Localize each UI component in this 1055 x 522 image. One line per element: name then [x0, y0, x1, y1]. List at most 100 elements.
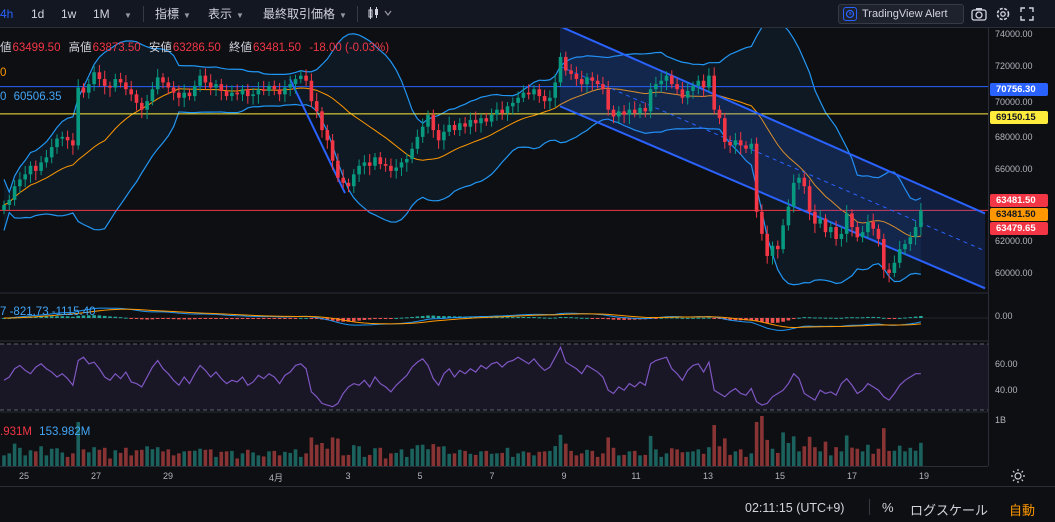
macd-histogram-bar	[346, 318, 351, 322]
candle-body	[855, 227, 860, 238]
macd-histogram-bar	[590, 318, 595, 319]
candle-body	[177, 92, 181, 98]
candle-body	[553, 82, 557, 98]
candle-body	[765, 233, 769, 256]
volume-bar	[389, 453, 393, 466]
candle-body	[240, 89, 245, 95]
sun-settings-icon[interactable]	[1008, 468, 1028, 484]
camera-icon[interactable]	[970, 5, 988, 23]
volume-bar	[473, 454, 478, 466]
macd-histogram-bar	[680, 317, 685, 319]
chart-area[interactable]: 値63499.50 高値63873.50 安値63286.50 終値63481.…	[0, 28, 1055, 466]
candle-body	[330, 140, 335, 161]
volume-bar	[611, 447, 616, 466]
volume-bar	[34, 451, 38, 466]
macd-histogram-bar	[712, 318, 716, 319]
interval-1d-button[interactable]: 1d	[31, 7, 45, 21]
volume-bar	[378, 447, 383, 466]
interval-1m-button[interactable]: 1M	[93, 7, 110, 21]
display-menu[interactable]: 表示 ▼	[208, 6, 244, 22]
interval-4h-button[interactable]: 4h	[0, 7, 14, 21]
macd-histogram-bar	[765, 318, 769, 323]
price-axis[interactable]: 74000.00 72000.00 70000.00 68000.00 6600…	[988, 28, 1055, 466]
candle-body	[606, 89, 610, 110]
tradingview-alert-button[interactable]: TradingView Alert	[838, 4, 964, 24]
macd-histogram-bar	[431, 315, 436, 318]
time-axis[interactable]: 25 27 29 4月 3 5 7 9 11 13 15 17 19	[0, 466, 988, 486]
candle-body	[701, 80, 706, 88]
macd-histogram-bar	[362, 318, 367, 320]
volume-bar	[897, 445, 902, 466]
macd-histogram-bar	[373, 318, 377, 319]
macd-histogram-bar	[579, 317, 584, 319]
candle-body	[23, 174, 27, 180]
volume-bar	[786, 443, 791, 466]
auto-scale-button[interactable]: 自動	[1009, 503, 1036, 518]
volume-bar	[145, 446, 149, 466]
chart-canvas[interactable]	[0, 28, 988, 466]
macd-histogram-bar	[420, 315, 425, 318]
candle-body	[283, 87, 287, 95]
volume-bar	[399, 449, 404, 466]
macd-histogram-bar	[585, 317, 589, 319]
log-scale-button[interactable]: ログスケール	[910, 503, 989, 518]
gear-icon[interactable]	[994, 5, 1012, 23]
volume-bar	[500, 452, 504, 466]
macd-histogram-bar	[378, 318, 383, 319]
price-label-red-line: 63481.50	[990, 194, 1048, 207]
volume-bar	[394, 452, 398, 466]
price-label-blue: 70756.30	[990, 83, 1048, 96]
interval-1w-button[interactable]: 1w	[61, 7, 77, 21]
volume-bar	[18, 447, 22, 466]
macd-histogram-bar	[776, 318, 780, 323]
candle-body	[723, 118, 727, 142]
candle-body	[208, 82, 213, 88]
interval-dropdown-chevron-icon[interactable]: ▼	[124, 11, 132, 20]
candle-body	[394, 167, 398, 171]
macd-histogram-bar	[622, 318, 626, 320]
last-price-label: 最終取引価格	[263, 7, 336, 21]
candle-body	[760, 211, 764, 234]
macd-histogram-bar	[55, 316, 59, 318]
fullscreen-icon[interactable]	[1018, 5, 1036, 23]
rsi-tick: 40.00	[995, 385, 1018, 395]
indicator-legend-3: 0 60506.35	[0, 91, 62, 103]
macd-histogram-bar	[526, 317, 531, 319]
volume-bar	[829, 455, 833, 466]
macd-histogram-bar	[632, 318, 637, 320]
candle-body	[118, 79, 123, 83]
price-tick: 66000.00	[995, 164, 1033, 174]
percent-scale-button[interactable]: %	[882, 500, 894, 515]
candlestick-icon	[368, 7, 392, 19]
candle-body	[256, 89, 261, 95]
candle-body	[60, 136, 65, 139]
candle-body	[897, 249, 902, 263]
candle-body	[129, 89, 133, 95]
macd-histogram-bar	[601, 318, 605, 319]
volume-bar	[341, 455, 345, 466]
last-price-menu[interactable]: 最終取引価格 ▼	[263, 6, 347, 22]
candle-body	[654, 84, 658, 90]
candle-body	[850, 213, 854, 228]
candle-body	[18, 179, 22, 187]
candle-body	[505, 106, 510, 114]
macd-histogram-bar	[2, 318, 6, 319]
candle-body	[818, 218, 822, 224]
chart-type-menu[interactable]	[368, 6, 394, 22]
volume-bar	[458, 449, 462, 466]
candle-body	[611, 109, 616, 117]
macd-histogram-bar	[749, 318, 754, 320]
candle-body	[155, 77, 160, 90]
chevron-down-icon: ▼	[183, 11, 191, 20]
volume-bar	[251, 452, 255, 466]
macd-histogram-bar	[283, 318, 287, 319]
candle-body	[786, 206, 791, 226]
indicators-menu[interactable]: 指標 ▼	[155, 6, 191, 22]
macd-histogram-bar	[108, 316, 112, 318]
price-tick: 68000.00	[995, 132, 1033, 142]
candle-body	[187, 92, 192, 97]
candle-body	[638, 107, 642, 114]
volume-bar	[161, 451, 165, 466]
candle-body	[579, 79, 584, 85]
clock-timezone[interactable]: 02:11:15 (UTC+9)	[745, 501, 845, 515]
